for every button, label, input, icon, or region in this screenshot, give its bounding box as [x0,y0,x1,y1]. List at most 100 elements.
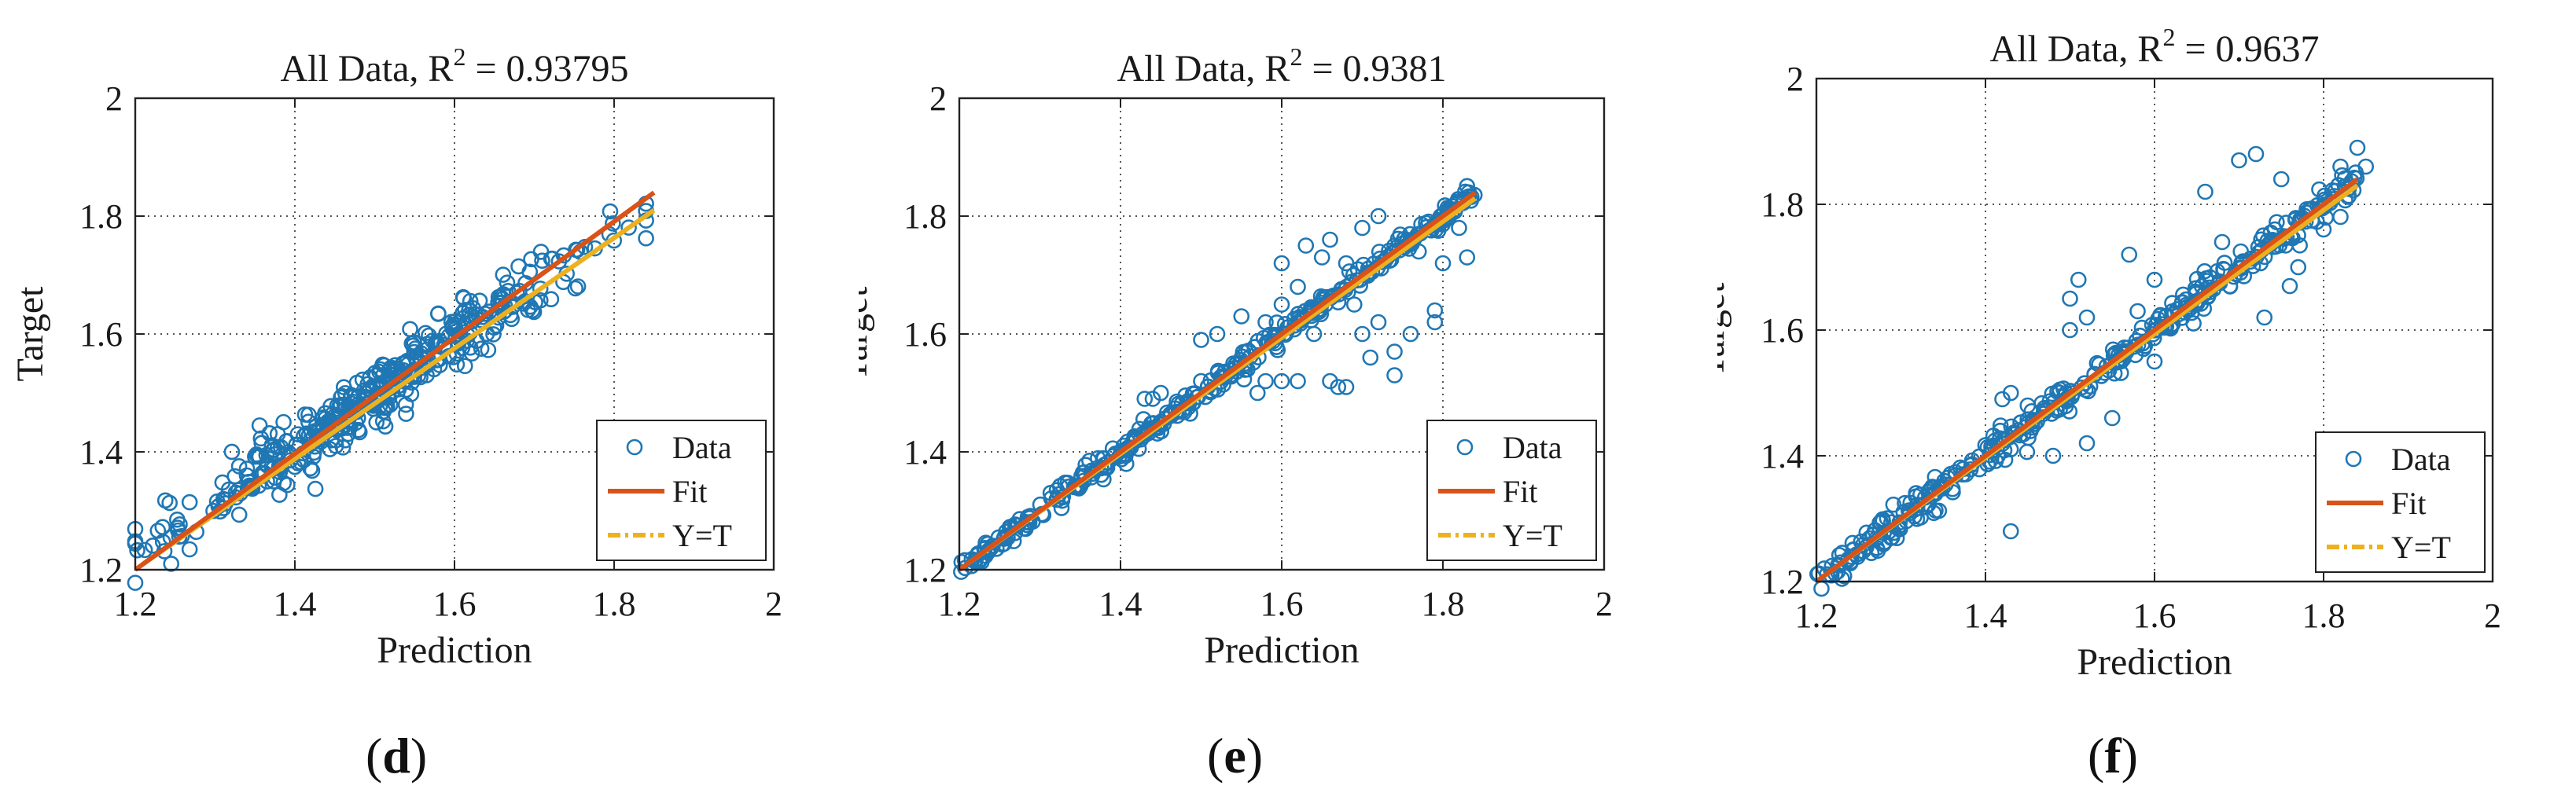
data-point [430,305,447,322]
data-point [398,406,414,422]
data-point [1338,255,1355,272]
data-point [2185,315,2202,332]
data-point [1257,372,1274,390]
data-point [2078,435,2096,452]
data-point [271,486,288,503]
data-point [1868,530,1885,547]
data-point [953,563,970,580]
caption-d-letter: d [382,728,410,783]
data-point [1233,308,1250,325]
data-point [1813,580,1830,597]
data-point [569,278,587,295]
data-point [230,506,248,523]
data-point [1273,296,1290,313]
data-point [456,358,473,375]
data-point [1249,384,1266,402]
data-point [2146,353,2163,370]
data-point [1426,302,1444,319]
data-point [2256,309,2273,326]
x-tick-label: 1.2 [938,585,981,623]
x-tick-label: 1.8 [593,585,636,623]
data-point [605,215,621,232]
data-point [2024,413,2041,430]
data-point [2044,447,2062,464]
data-point [1872,513,1890,530]
data-point [1297,237,1315,254]
data-point [334,439,351,456]
fit-line [958,190,1477,572]
data-point [1144,391,1161,407]
data-point [454,305,471,321]
caption-e-letter: e [1224,728,1246,783]
data-point [249,448,267,464]
chart-title: All Data, R2 = 0.9637 [1989,23,2319,70]
data-point [2332,208,2349,226]
chart-title-main: All Data, R [1989,28,2162,70]
data-point [1135,411,1152,428]
legend-yt-label: Y=T [1503,518,1562,553]
legend-yt-label: Y=T [2391,530,2451,565]
data-point [2232,243,2250,260]
chart-title-sup: 2 [1290,42,1302,71]
data-point [1451,219,1467,237]
data-point [2315,221,2332,238]
data-point [2062,321,2078,339]
legend-data-label: Data [2391,442,2451,477]
data-point [602,203,619,220]
chart-title-main: All Data, R [1117,48,1290,90]
data-point [1402,325,1419,343]
data-point [181,541,198,558]
chart-title-sup: 2 [2162,23,2175,51]
data-point [340,425,357,442]
data-point [417,325,434,342]
data-point [173,527,190,545]
chart-title-value: = 0.9637 [2175,28,2319,70]
data-point [1322,372,1338,390]
data-point [509,284,525,301]
chart-title: All Data, R2 = 0.9381 [1117,42,1446,90]
data-point [1330,379,1347,395]
data-point [1994,391,2011,408]
y-tick-label: 2 [1787,60,1804,98]
x-tick-label: 1.8 [2302,596,2346,635]
y-axis-label: Target [859,286,875,382]
data-point [1290,372,1306,390]
data-point [2133,319,2151,336]
data-point [2121,246,2138,263]
data-point [275,413,292,431]
data-point [1926,468,1944,486]
chart-title: All Data, R2 = 0.93795 [280,42,628,90]
data-point [504,299,521,315]
data-point [517,292,534,310]
data-point [982,540,999,556]
x-tick-label: 1.2 [1795,596,1838,635]
x-axis-label: Prediction [377,629,532,671]
data-point [304,462,321,479]
data-point [1322,231,1338,248]
data-point [2290,259,2307,276]
data-point [2078,309,2096,326]
legend-data-marker [626,439,643,456]
data-point [1831,557,1848,574]
data-point [2002,441,2019,457]
fit-line [1815,177,2359,584]
legend-data-marker [1456,439,1474,456]
data-point [2070,271,2087,288]
data-point [1354,219,1371,237]
chart-title-main: All Data, R [280,48,453,90]
data-point [350,421,367,439]
x-tick-label: 2 [1595,585,1613,623]
caption-d: (d) [366,728,428,783]
data-point [1370,314,1387,331]
data-point [534,252,550,269]
data-point [307,480,324,497]
data-point [485,326,502,343]
data-point [2281,277,2298,295]
data-point [1426,314,1444,331]
data-point [1345,296,1363,313]
y-tick-label: 1.8 [79,197,123,236]
data-point [331,398,348,415]
